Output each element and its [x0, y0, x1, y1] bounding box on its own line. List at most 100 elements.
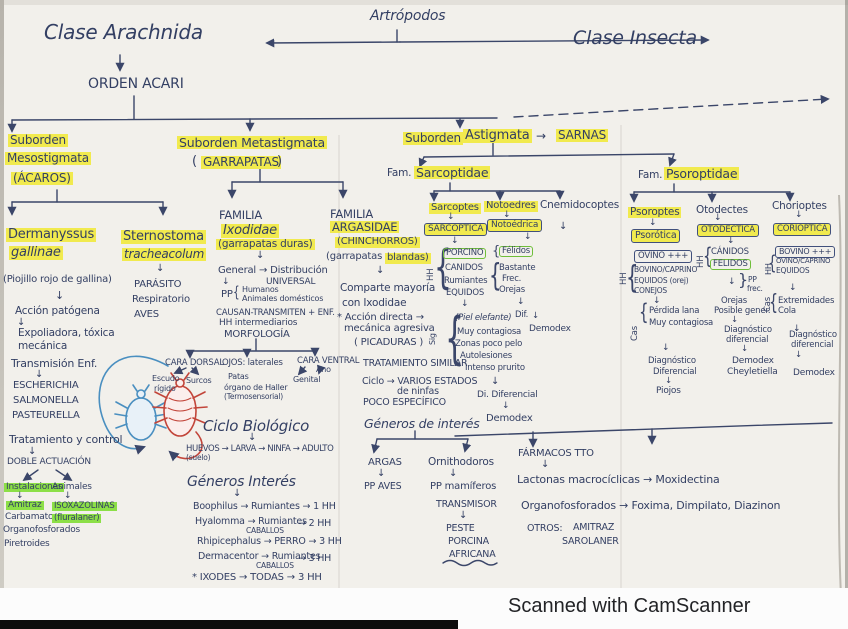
label-muy-contagiosa: Muy contagiosa — [457, 327, 522, 337]
label-parasito: PARÁSITO — [134, 279, 182, 290]
label-orejas-otodectes: Orejas — [721, 296, 748, 306]
paper-crease — [620, 125, 622, 590]
label-garrapatas: GARRAPATAS — [201, 155, 281, 169]
label-instalaciones: Instalaciones — [4, 482, 65, 493]
label-ixodidae: Ixodidae — [221, 223, 279, 238]
label-posible-gener: Posible gener. — [714, 306, 771, 316]
label-equidos-chorioptes: EQUIDOS — [776, 266, 810, 275]
label-clase-arachnida: Clase Arachnida — [44, 20, 203, 44]
label-intenso-prurito: Intenso prurito — [465, 363, 525, 373]
label-universal: UNIVERSAL — [266, 277, 316, 287]
label-cara-dorsal: CARA DORSAL — [165, 358, 224, 368]
arrow-down: ↓ — [16, 491, 24, 501]
label-otros-amitraz: AMITRAZ — [573, 522, 615, 533]
label-mecanica-agresiva: mecánica agresiva — [344, 323, 435, 334]
label-generos-interes-argasidae: Géneros de interés — [364, 416, 480, 431]
label-suborden-astigmata-1: Suborden — [403, 131, 463, 145]
label-piojillo-rojo: (Piojillo rojo de gallina) — [3, 274, 112, 285]
brace: { — [703, 242, 713, 270]
arrow-right: → — [536, 129, 546, 143]
label-comparte-mayoria: Comparte mayoría — [340, 282, 436, 294]
label-diagnostico-chorioptes: Diagnóstico — [789, 330, 837, 340]
label-suborden-mesostigmata-2: Mesostigmata — [5, 151, 91, 165]
label-orden-acari: ORDEN ACARI — [88, 76, 184, 92]
label-dermanyssus: Dermanyssus — [6, 227, 97, 242]
label-dermacentor: Dermacentor → Rumiantes — [198, 551, 321, 562]
label-africana: AFRICANA — [449, 549, 496, 560]
arrow-down: ↓ — [55, 289, 65, 302]
label-respiratorio: Respiratorio — [132, 294, 190, 305]
arrow-down: ↓ — [156, 263, 165, 274]
label-rhipicephalus: Rhipicephalus → PERRO → 3 HH — [197, 536, 342, 547]
label-sternostoma: Sternostoma — [121, 229, 206, 244]
label-canidos-otodectes: CÁNIDOS — [711, 247, 749, 257]
arrow-down: ↓ — [256, 250, 265, 261]
arrow-down: ↓ — [795, 210, 803, 220]
label-frec-otodectes: frec. — [747, 284, 763, 293]
label-demodex-otodectes: Demodex — [732, 356, 774, 366]
label-amitraz: Amitraz — [6, 500, 44, 511]
arrow-down: ↓ — [727, 236, 735, 246]
label-garrapatas-blandas-a: (garrapatas — [326, 251, 383, 262]
label-sarnas: SARNAS — [556, 128, 608, 142]
label-bastante: Bastante — [499, 263, 536, 273]
label-sarcoptica: SARCOPTICA — [424, 223, 488, 237]
label-diferencial-otodectes: diferencial — [726, 335, 769, 345]
label-sarolaner: SAROLANER — [562, 536, 619, 547]
label-felidos-otodectes: FELIDOS — [710, 259, 751, 270]
label-frec: Frec. — [502, 274, 522, 284]
paren: ( — [192, 154, 197, 169]
label-diferencial-chorioptes: diferencial — [791, 340, 834, 350]
label-piojos: Piojos — [656, 386, 681, 396]
brace: { — [434, 241, 452, 295]
label-diagnostico-psoroptes: Diagnóstico — [648, 356, 696, 366]
arrow-down: ↓ — [377, 468, 386, 479]
label-surcos: Surcos — [186, 376, 212, 385]
label-doble-actuacion: DOBLE ACTUACIÓN — [7, 457, 91, 467]
label-farmacos-tto: FÁRMACOS TTO — [518, 448, 594, 459]
label-notoedrica: Notoédrica — [487, 219, 543, 233]
label-diferencial-psoroptes: Diferencial — [653, 367, 697, 377]
label-cas-psoroptes: Cas — [630, 326, 640, 341]
brace: { — [489, 256, 502, 294]
label-isoxazolinas: ISOXAZOLINAS — [52, 501, 117, 511]
brace: { — [769, 290, 778, 315]
label-organofosforados: Organofosforados — [3, 525, 81, 535]
paper-left-edge — [0, 0, 4, 592]
label-bovino: BOVINO +++ — [775, 246, 836, 259]
label-notoedres: Notoedres — [484, 200, 538, 212]
label-cheyletiella: Cheyletiella — [727, 367, 778, 377]
label-ciclo-biologico: Ciclo Biológico — [203, 417, 310, 435]
label-garrapatas-duras: (garrapatas duras) — [216, 238, 315, 251]
label-familia-ixodidae-titulo: FAMILIA — [219, 208, 263, 222]
arrow-down: ↓ — [789, 283, 797, 293]
label-argasidae: ARGASIDAE — [330, 220, 400, 234]
label-morfologia: MORFOLOGÍA — [224, 329, 290, 340]
brace: { — [768, 251, 777, 275]
label-equidos: EQUIDOS — [446, 288, 485, 298]
label-artropodos: Artrópodos — [370, 8, 446, 24]
label-animales: Animales — [52, 482, 92, 492]
arrow-down: ↓ — [793, 324, 801, 334]
paper-crease — [338, 135, 340, 590]
label-boophilus: Boophilus → Rumiantes → 1 HH — [193, 501, 336, 512]
label-orejas-notoedres: Orejas — [499, 285, 526, 295]
label-suborden-metastigmata: Suborden Metastigmata — [177, 135, 327, 150]
label-tracheacolum: tracheacolum — [122, 247, 207, 261]
label-termosensorial: (Termosensorial) — [224, 392, 284, 401]
label-aves: AVES — [134, 309, 159, 320]
arrow-down: ↓ — [662, 343, 670, 353]
arrow-down: ↓ — [376, 265, 385, 276]
label-garrapatas-blandas-b: blandas) — [385, 252, 431, 264]
label-otodectica: OTODECTICA — [697, 224, 759, 237]
label-pp-otodectes: PP — [748, 275, 757, 284]
label-rumiantes: Rumiantes — [444, 276, 488, 286]
label-hyalomma: Hyalomma → Rumiantes — [195, 516, 307, 527]
tick-sketch-blue — [98, 355, 169, 455]
arrow-down: ↓ — [491, 376, 500, 387]
arrow-down: ↓ — [233, 488, 242, 499]
label-gallinae: gallinae — [9, 245, 63, 260]
label-fam-psoroptidae-prefix: Fam. — [638, 169, 663, 181]
arrow-down: ↓ — [503, 210, 511, 220]
